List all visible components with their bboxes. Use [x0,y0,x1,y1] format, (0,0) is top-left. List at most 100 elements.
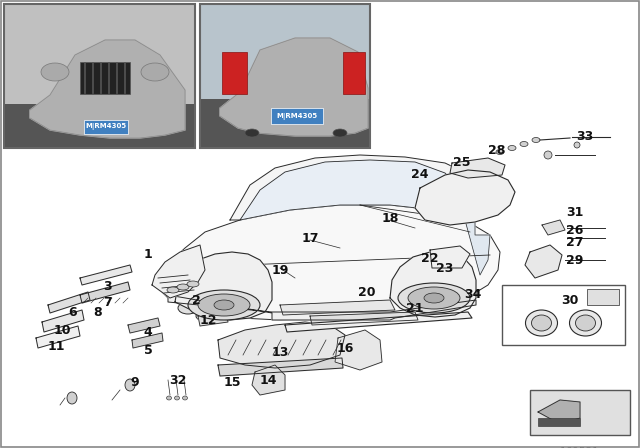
Polygon shape [80,282,130,303]
Bar [502,285,625,345]
Polygon shape [175,252,272,320]
Polygon shape [220,38,368,136]
Polygon shape [132,333,163,348]
Text: 29: 29 [566,254,584,267]
Text: 9: 9 [131,375,140,388]
Text: 8: 8 [93,306,102,319]
Text: 7: 7 [102,297,111,310]
Ellipse shape [333,129,347,137]
Polygon shape [335,330,382,370]
Bar [271,108,323,124]
Ellipse shape [196,311,214,321]
Polygon shape [310,312,418,325]
Text: 20: 20 [358,285,376,298]
Text: 12: 12 [199,314,217,327]
Bar [530,390,630,435]
Text: 10: 10 [53,323,71,336]
Text: 25: 25 [453,156,471,169]
Ellipse shape [520,142,528,146]
Text: 11: 11 [47,340,65,353]
Polygon shape [30,40,185,138]
Text: 31: 31 [566,207,584,220]
Text: 26: 26 [566,224,584,237]
Bar [587,289,619,305]
Bar [4,104,195,148]
Polygon shape [218,322,345,368]
Text: 2: 2 [191,293,200,306]
Ellipse shape [178,302,198,314]
Ellipse shape [570,310,602,336]
Text: 24: 24 [412,168,429,181]
Text: 23: 23 [436,262,454,275]
Polygon shape [542,220,565,235]
Ellipse shape [166,396,172,400]
Ellipse shape [125,379,135,391]
Text: 33: 33 [577,130,594,143]
Text: 32: 32 [170,374,187,387]
Ellipse shape [245,129,259,137]
Ellipse shape [496,150,504,155]
Polygon shape [155,205,500,320]
Ellipse shape [188,290,260,320]
Text: 169531: 169531 [560,447,600,448]
Polygon shape [252,365,285,395]
Ellipse shape [187,281,199,287]
Text: 28: 28 [488,143,506,156]
Bar [538,418,580,426]
Polygon shape [168,295,476,320]
Text: 17: 17 [301,232,319,245]
Ellipse shape [508,146,516,151]
Polygon shape [280,300,395,315]
Ellipse shape [214,300,234,310]
Ellipse shape [408,287,460,309]
Ellipse shape [182,396,188,400]
Bar [200,4,370,148]
Polygon shape [430,246,470,268]
Ellipse shape [531,315,552,331]
Ellipse shape [141,63,169,81]
Text: 5: 5 [143,344,152,357]
Text: 22: 22 [421,251,439,264]
Ellipse shape [67,392,77,404]
Bar [343,52,365,94]
Bar [222,52,247,94]
Text: 13: 13 [271,345,289,358]
Text: 16: 16 [336,341,354,354]
Text: 14: 14 [259,374,276,387]
Polygon shape [285,312,472,332]
Polygon shape [390,252,476,317]
Ellipse shape [198,294,250,316]
Text: M|RM4305: M|RM4305 [276,112,317,120]
Text: 30: 30 [561,293,579,306]
Bar [84,120,128,134]
Polygon shape [42,310,84,332]
Text: 27: 27 [566,237,584,250]
Polygon shape [198,312,228,326]
Polygon shape [415,170,515,225]
Text: 4: 4 [143,327,152,340]
Text: 3: 3 [104,280,112,293]
Text: M|RM4305: M|RM4305 [85,124,127,130]
Ellipse shape [525,310,557,336]
Polygon shape [36,326,80,348]
Polygon shape [525,245,562,278]
Ellipse shape [167,287,179,293]
Text: 19: 19 [271,263,289,276]
Ellipse shape [398,283,470,313]
Polygon shape [152,245,205,298]
Ellipse shape [574,142,580,148]
Text: 18: 18 [381,211,399,224]
Polygon shape [240,160,465,220]
Ellipse shape [175,396,179,400]
Text: 6: 6 [68,306,77,319]
Ellipse shape [544,151,552,159]
Polygon shape [48,292,90,313]
Bar [200,4,370,148]
Text: 21: 21 [406,302,424,314]
Text: 34: 34 [464,289,482,302]
Ellipse shape [424,293,444,303]
Polygon shape [465,175,490,275]
Ellipse shape [532,138,540,142]
Polygon shape [230,155,480,220]
Ellipse shape [177,284,189,290]
